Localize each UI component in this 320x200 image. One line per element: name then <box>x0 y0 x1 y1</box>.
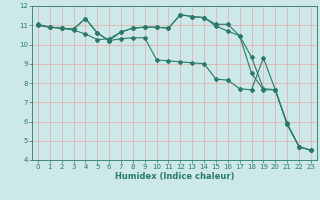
X-axis label: Humidex (Indice chaleur): Humidex (Indice chaleur) <box>115 172 234 181</box>
